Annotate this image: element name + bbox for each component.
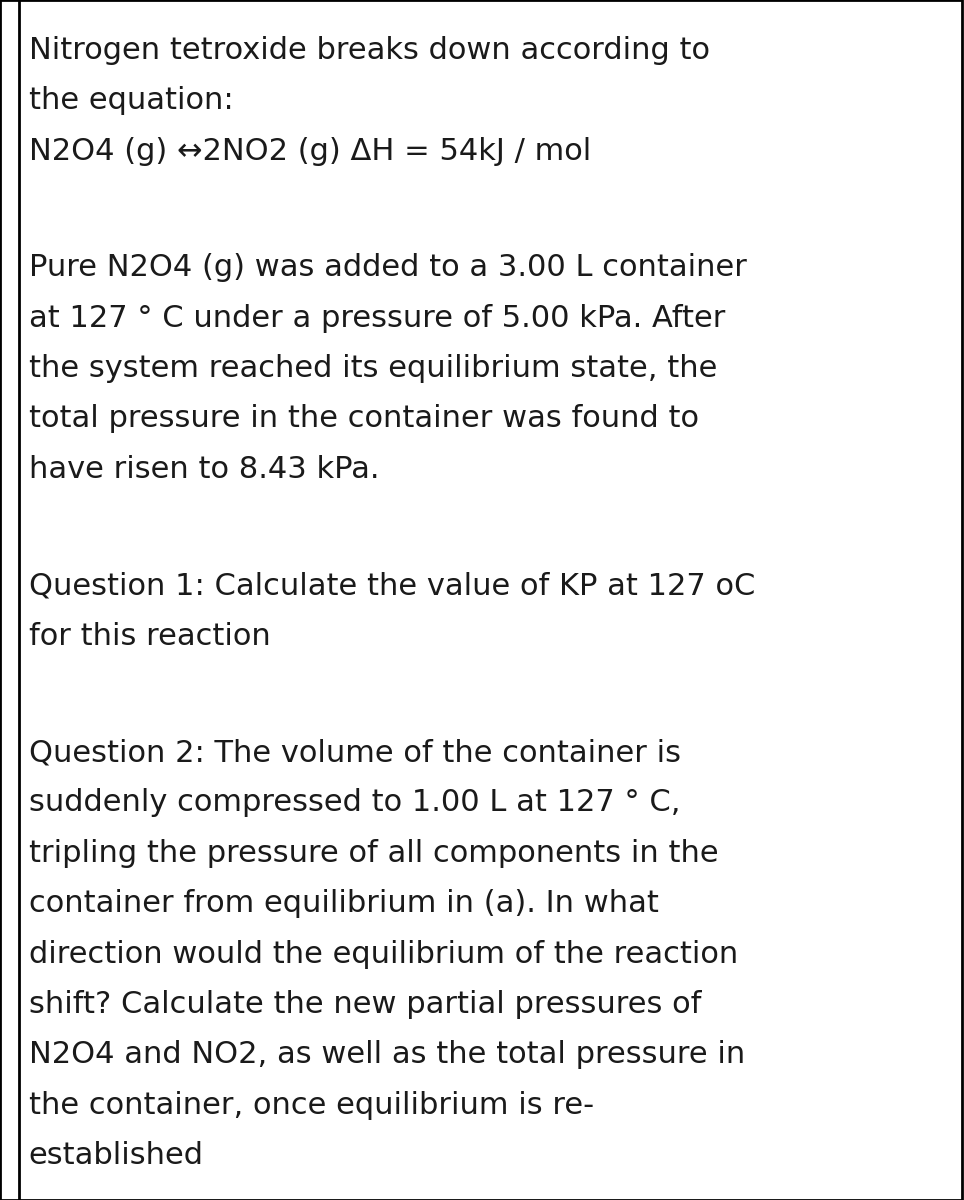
Text: Pure N2O4 (g) was added to a 3.00 L container: Pure N2O4 (g) was added to a 3.00 L cont… — [29, 253, 747, 282]
Text: Nitrogen tetroxide breaks down according to: Nitrogen tetroxide breaks down according… — [29, 36, 710, 65]
Text: the equation:: the equation: — [29, 86, 233, 115]
Text: suddenly compressed to 1.00 L at 127 ° C,: suddenly compressed to 1.00 L at 127 ° C… — [29, 788, 681, 817]
Text: at 127 ° C under a pressure of 5.00 kPa. After: at 127 ° C under a pressure of 5.00 kPa.… — [29, 304, 725, 332]
Text: established: established — [29, 1141, 203, 1170]
Text: have risen to 8.43 kPa.: have risen to 8.43 kPa. — [29, 455, 380, 484]
Text: tripling the pressure of all components in the: tripling the pressure of all components … — [29, 839, 718, 868]
Text: the system reached its equilibrium state, the: the system reached its equilibrium state… — [29, 354, 717, 383]
Text: N2O4 and NO2, as well as the total pressure in: N2O4 and NO2, as well as the total press… — [29, 1040, 745, 1069]
Text: the container, once equilibrium is re-: the container, once equilibrium is re- — [29, 1091, 594, 1120]
Text: N2O4 (g) ↔2NO2 (g) ΔH = 54kJ / mol: N2O4 (g) ↔2NO2 (g) ΔH = 54kJ / mol — [29, 137, 591, 166]
Text: total pressure in the container was found to: total pressure in the container was foun… — [29, 404, 699, 433]
Text: Question 1: Calculate the value of KP at 127 oC: Question 1: Calculate the value of KP at… — [29, 571, 755, 600]
Text: for this reaction: for this reaction — [29, 622, 271, 650]
Text: Question 2: The volume of the container is: Question 2: The volume of the container … — [29, 738, 681, 767]
Text: shift? Calculate the new partial pressures of: shift? Calculate the new partial pressur… — [29, 990, 701, 1019]
Text: container from equilibrium in (a). In what: container from equilibrium in (a). In wh… — [29, 889, 658, 918]
Text: direction would the equilibrium of the reaction: direction would the equilibrium of the r… — [29, 940, 738, 968]
